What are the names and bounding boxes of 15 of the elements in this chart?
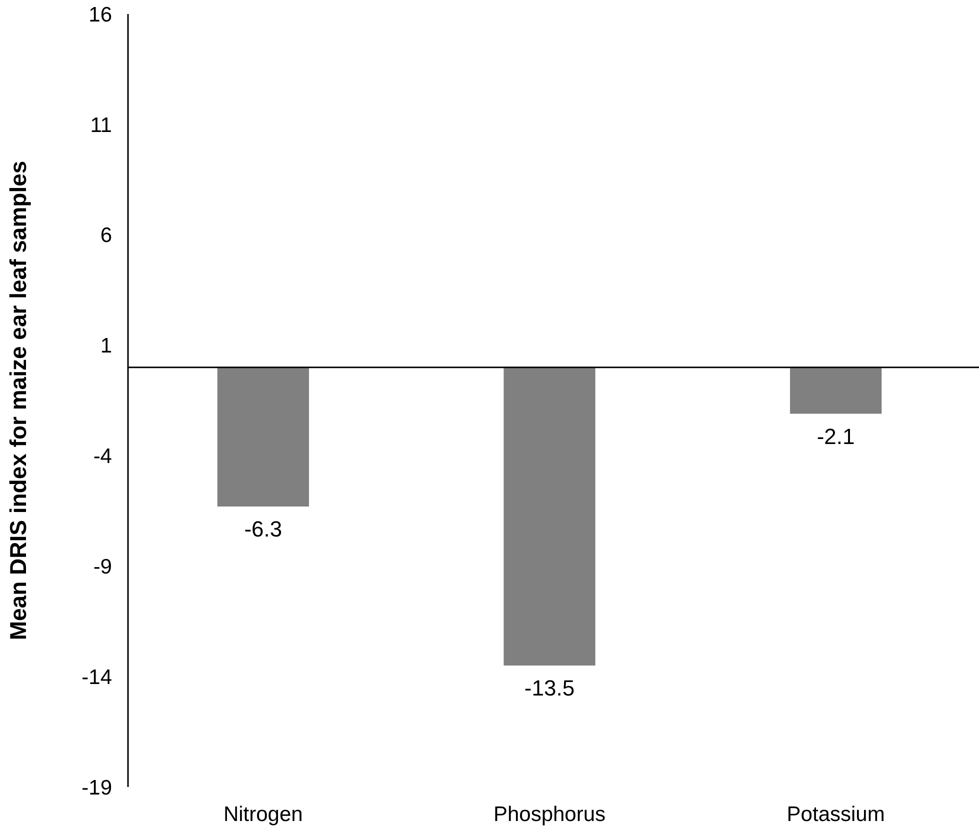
y-tick-label: 11 [90, 114, 112, 137]
x-tick-label: Phosphorus [493, 803, 606, 826]
data-label: -6.3 [244, 516, 282, 542]
x-tick-label: Nitrogen [223, 803, 303, 826]
y-axis-title: Mean DRIS index for maize ear leaf samples [5, 160, 31, 640]
y-tick-label: 16 [88, 3, 112, 26]
data-label: -13.5 [524, 676, 575, 701]
data-label: -2.1 [816, 424, 855, 449]
y-tick-label: -14 [82, 666, 112, 689]
y-tick-label: -4 [93, 445, 112, 468]
x-tick-label: Potassium [786, 803, 885, 826]
y-tick-label: 6 [100, 224, 112, 248]
y-tick-label: 1 [100, 334, 112, 358]
y-tick-label: -9 [93, 555, 112, 578]
y-tick-label: -19 [82, 776, 112, 800]
